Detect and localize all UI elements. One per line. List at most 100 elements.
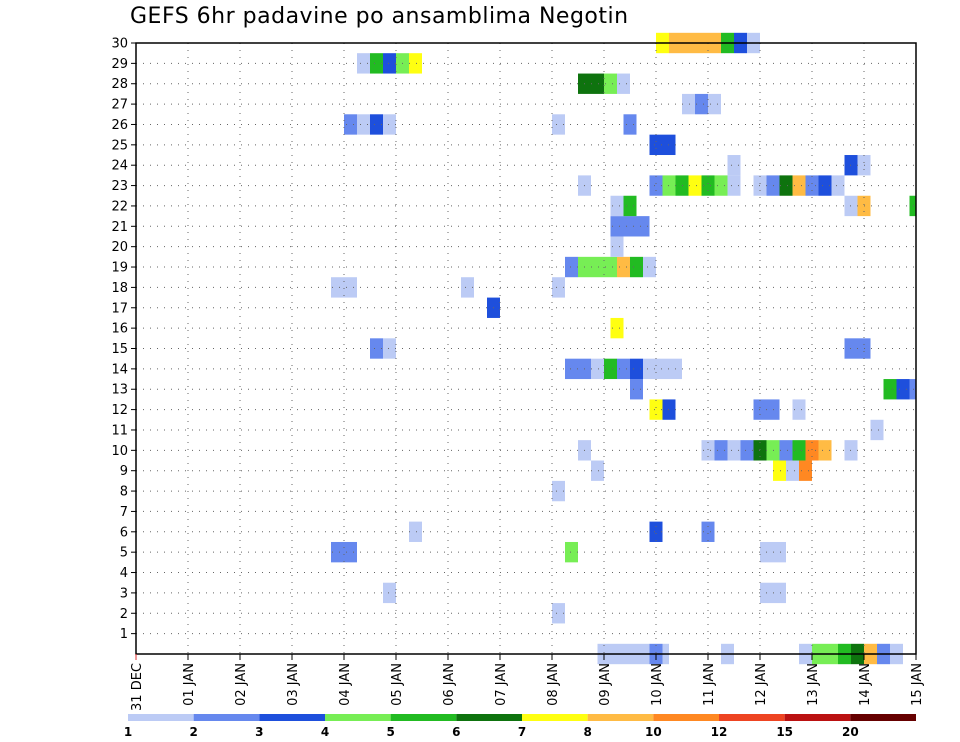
heatmap-cell	[701, 521, 715, 542]
heatmap-cell	[792, 399, 806, 420]
heatmap-cell	[409, 53, 422, 74]
y-tick-label: 20	[111, 240, 128, 255]
y-tick-label: 7	[120, 505, 128, 520]
heatmap-cell	[805, 175, 819, 196]
x-tick-label: 12 JAN	[754, 663, 769, 706]
heatmap-cell	[552, 277, 565, 298]
heatmap-cell	[591, 358, 604, 380]
legend-label: 8	[583, 725, 591, 739]
heatmap-cell	[552, 114, 565, 135]
x-tick-label: 02 JAN	[234, 663, 249, 706]
y-tick-label: 25	[111, 138, 128, 153]
heatmap-cell	[331, 541, 357, 563]
x-tick-label: 15 JAN	[910, 663, 925, 706]
y-tick-label: 28	[111, 77, 128, 92]
legend-swatch	[587, 714, 654, 721]
y-tick-label: 2	[120, 607, 128, 622]
heatmap-cell	[610, 216, 650, 237]
heatmap-cell	[649, 175, 663, 196]
heatmap-cell	[714, 175, 728, 196]
heatmap-cell	[331, 277, 357, 298]
heatmap-cell	[649, 521, 663, 542]
y-tick-label: 19	[111, 261, 128, 276]
heatmap-cell	[630, 358, 643, 380]
heatmap-cell	[773, 460, 786, 481]
heatmap-cell	[649, 134, 676, 156]
legend-swatch	[128, 714, 194, 721]
legend-swatch	[653, 714, 719, 721]
heatmap-cell	[695, 93, 708, 115]
legend-label: 20	[842, 725, 859, 739]
heatmap-cell	[701, 440, 715, 461]
heatmap-cell	[591, 460, 604, 481]
y-tick-label: 1	[120, 627, 128, 642]
y-tick-label: 30	[111, 37, 128, 52]
x-tick-label: 13 JAN	[806, 663, 821, 706]
y-tick-label: 13	[111, 383, 128, 398]
x-tick-label: 31 DEC	[130, 663, 145, 711]
y-tick-label: 8	[120, 485, 128, 500]
y-tick-label: 16	[111, 322, 128, 337]
heatmap-cell	[792, 440, 806, 461]
chart-title: GEFS 6hr padavine po ansamblima Negotin	[130, 4, 629, 29]
x-tick-label: 05 JAN	[390, 663, 405, 706]
y-tick-label: 14	[111, 362, 128, 377]
heatmap-cell	[617, 256, 630, 278]
legend-swatch	[719, 714, 785, 721]
heatmap-cell	[682, 93, 695, 115]
heatmap-cell	[643, 256, 656, 278]
x-tick-label: 11 JAN	[702, 663, 717, 706]
legend-label: 4	[321, 725, 329, 739]
legend-swatch	[522, 714, 588, 721]
heatmap-cell	[643, 358, 682, 380]
heatmap-cell	[610, 317, 624, 339]
x-tick-label: 07 JAN	[494, 663, 509, 706]
heatmap-cell	[383, 53, 396, 74]
heatmap-cell	[630, 379, 643, 400]
y-tick-label: 15	[111, 342, 128, 357]
y-tick-label: 23	[111, 179, 128, 194]
x-tick-label: 09 JAN	[598, 663, 613, 706]
x-tick-label: 10 JAN	[650, 663, 665, 706]
heatmap-cell	[740, 440, 754, 461]
legend-swatch	[193, 714, 260, 721]
heatmap-cell	[786, 460, 799, 481]
heatmap-cell	[461, 277, 474, 298]
heatmap-cell	[649, 399, 663, 420]
heatmap-cell	[370, 338, 383, 359]
heatmap-cell	[370, 114, 383, 135]
heatmap-cell	[727, 175, 741, 196]
heatmap-cell	[623, 195, 637, 217]
heatmap-cell	[708, 93, 721, 115]
y-tick-label: 10	[111, 444, 128, 459]
heatmap-cell	[565, 256, 578, 278]
heatmap-cell	[818, 175, 832, 196]
y-tick-label: 9	[120, 464, 128, 479]
heatmap-cell	[779, 440, 793, 461]
legend-label: 2	[189, 725, 197, 739]
legend-label: 12	[711, 725, 728, 739]
heatmap-cell	[896, 379, 910, 400]
legend-swatch	[390, 714, 457, 721]
x-tick-label: 14 JAN	[858, 663, 873, 706]
y-tick-label: 17	[111, 301, 128, 316]
heatmap-cell	[357, 53, 370, 74]
heatmap-cell	[617, 73, 630, 94]
heatmap-cell	[357, 114, 370, 135]
legend-label: 3	[255, 725, 263, 739]
heatmap-cell	[727, 155, 741, 176]
y-tick-label: 12	[111, 403, 128, 418]
x-tick-label: 06 JAN	[442, 663, 457, 706]
legend-label: 6	[452, 725, 460, 739]
heatmap-cell	[688, 175, 702, 196]
heatmap-cell	[909, 195, 916, 217]
legend-label: 15	[776, 725, 793, 739]
y-tick-label: 6	[120, 525, 128, 540]
heatmap-cell	[792, 175, 806, 196]
y-tick-label: 22	[111, 199, 128, 214]
heatmap-cell	[610, 236, 624, 257]
y-tick-label: 11	[111, 423, 128, 438]
x-tick-label: 04 JAN	[338, 663, 353, 706]
heatmap-cell	[727, 440, 741, 461]
